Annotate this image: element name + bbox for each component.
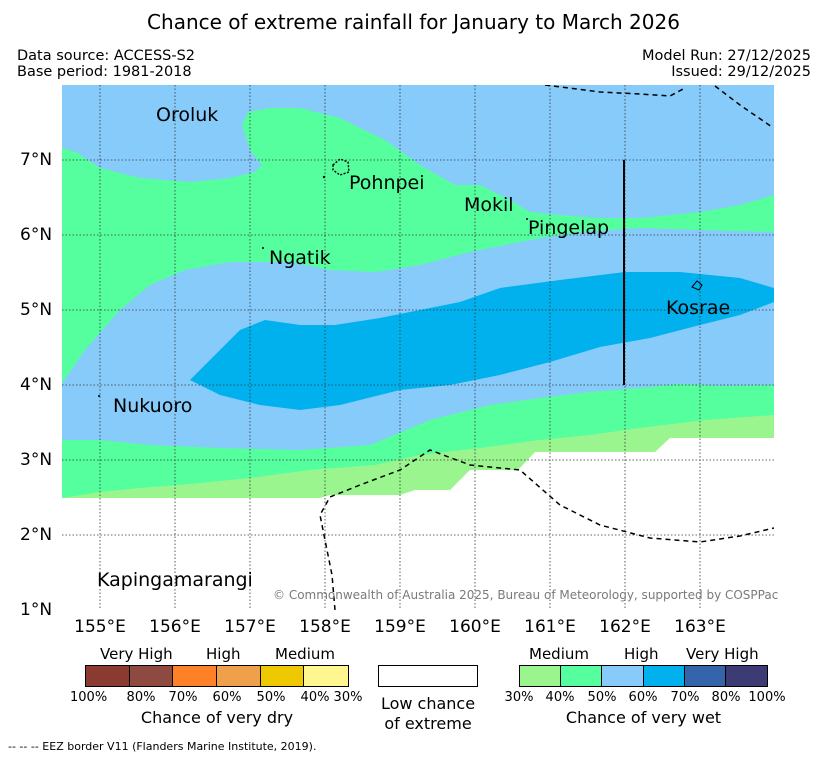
low-chance-swatch [378, 665, 478, 687]
wet-swatch-30 [520, 666, 562, 686]
dry-pct-80: 80% [126, 690, 156, 705]
wet-swatch-70 [684, 666, 726, 686]
wet-pct-80: 80% [711, 690, 741, 705]
wet-level-high: High [624, 645, 659, 663]
wet-pct-30: 30% [504, 690, 534, 705]
label-pingelap: Pingelap [528, 217, 610, 239]
dry-pct-30: 30% [333, 690, 363, 705]
x-tick-160e: 160°E [449, 617, 501, 637]
model-run: Model Run: 27/12/2025 [641, 48, 811, 64]
y-tick-3n: 3°N [20, 450, 53, 470]
wet-pct-60: 60% [628, 690, 658, 705]
dry-pct-40: 40% [300, 690, 330, 705]
x-tick-158e: 158°E [299, 617, 351, 637]
wet-pct-70: 70% [670, 690, 700, 705]
label-kapingamarangi: Kapingamarangi [97, 569, 253, 591]
dry-pct-60: 60% [212, 690, 242, 705]
pohnpei-island [332, 158, 350, 176]
wet-colorbar [519, 665, 768, 687]
y-tick-2n: 2°N [20, 525, 53, 545]
y-tick-4n: 4°N [20, 375, 53, 395]
dry-level-high: High [206, 645, 241, 663]
graticule [62, 85, 774, 610]
wet-level-very-high: Very High [686, 645, 759, 663]
y-tick-1n: 1°N [20, 600, 53, 620]
base-period: Base period: 1981-2018 [17, 64, 192, 80]
x-tick-163e: 163°E [674, 617, 726, 637]
x-tick-159e: 159°E [374, 617, 426, 637]
kosrae-island [691, 280, 703, 291]
x-tick-162e: 162°E [599, 617, 651, 637]
label-oroluk: Oroluk [156, 104, 219, 126]
dry-swatch-70 [173, 666, 218, 686]
wet-pct-100: 100% [748, 690, 786, 705]
dry-caption: Chance of very dry [140, 708, 294, 727]
eez-footnote: -- -- -- EEZ border V11 (Flanders Marine… [8, 740, 317, 753]
map-title: Chance of extreme rainfall for January t… [147, 10, 680, 34]
low-chance-caption-line2: of extreme [384, 714, 472, 733]
wet-70-region [190, 272, 774, 410]
x-tick-155e: 155°E [74, 617, 126, 637]
dry-pct-100: 100% [70, 690, 108, 705]
label-nukuoro: Nukuoro [113, 395, 193, 417]
label-kosrae: Kosrae [666, 297, 731, 319]
dry-pct-50: 50% [256, 690, 286, 705]
wet-swatch-50 [602, 666, 644, 686]
dry-pct-70: 70% [168, 690, 198, 705]
dry-swatch-100 [86, 666, 130, 686]
island-dot [526, 218, 528, 220]
dry-swatch-60 [217, 666, 261, 686]
x-tick-161e: 161°E [524, 617, 576, 637]
wet-level-medium: Medium [529, 645, 589, 663]
label-pohnpei: Pohnpei [349, 172, 425, 194]
dry-level-very-high: Very High [100, 645, 173, 663]
label-mokil: Mokil [464, 194, 514, 216]
wet-pct-40: 40% [545, 690, 575, 705]
island-dot [262, 247, 264, 249]
y-tick-7n: 7°N [20, 150, 53, 170]
wet-swatch-60 [643, 666, 685, 686]
island-dot [322, 175, 326, 179]
dry-level-medium: Medium [275, 645, 335, 663]
dry-swatch-50 [260, 666, 305, 686]
y-tick-6n: 6°N [20, 225, 53, 245]
wet-swatch-80 [725, 666, 768, 686]
dry-swatch-80 [129, 666, 174, 686]
issued-date: Issued: 29/12/2025 [671, 64, 811, 80]
island-dot [98, 395, 100, 397]
data-source: Data source: ACCESS-S2 [17, 48, 196, 64]
wet-swatch-40 [561, 666, 603, 686]
copyright-note: © Commonwealth of Australia 2025, Bureau… [273, 588, 779, 602]
label-ngatik: Ngatik [269, 247, 331, 269]
low-chance-caption-line1: Low chance [380, 694, 476, 713]
y-tick-5n: 5°N [20, 300, 53, 320]
wet-pct-50: 50% [587, 690, 617, 705]
dry-swatch-40 [304, 666, 349, 686]
eez-border [319, 85, 774, 610]
x-tick-156e: 156°E [149, 617, 201, 637]
x-tick-157e: 157°E [224, 617, 276, 637]
dry-colorbar [85, 665, 349, 687]
wet-caption: Chance of very wet [565, 708, 722, 727]
